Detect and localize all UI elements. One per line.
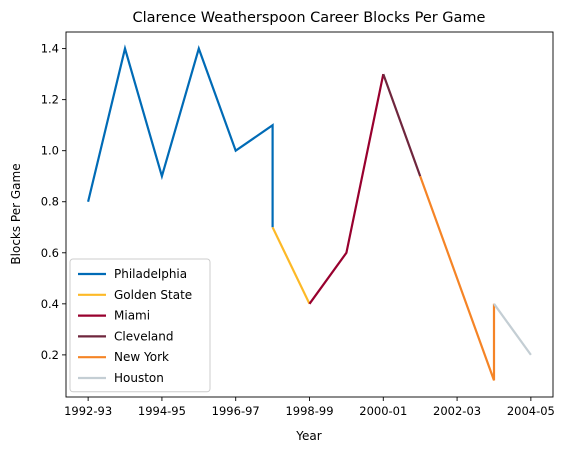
legend-entry-houston: Houston [114, 371, 164, 385]
legend-entry-cleveland: Cleveland [114, 329, 174, 343]
series-line-philadelphia [87, 44, 274, 228]
legend-box [69, 258, 211, 393]
plot-area: 1992-93 1994-95 1996-97 1998-99 2000-01 2002-… [41, 31, 555, 418]
y-tick-label: 1.4 [41, 42, 59, 56]
y-tick-label: 1.0 [41, 144, 59, 158]
x-tick-label: 2004-05 [507, 404, 555, 418]
series-line-houston [493, 303, 532, 356]
x-tick-label: 1998-99 [285, 404, 333, 418]
y-tick-label: 1.2 [41, 93, 59, 107]
chart-title: Clarence Weatherspoon Career Blocks Per … [133, 10, 486, 26]
legend-entry-philadelphia: Philadelphia [114, 267, 187, 281]
x-axis-label: Year [295, 429, 321, 443]
legend-entry-golden-state: Golden State [114, 288, 192, 302]
x-tick-label: 1992-93 [64, 404, 112, 418]
y-tick-label: 0.8 [41, 195, 59, 209]
x-tick-label: 1996-97 [212, 404, 260, 418]
legend-entry-new-york: New York [114, 350, 169, 364]
x-tick-label: 2000-01 [359, 404, 407, 418]
y-axis-label: Blocks Per Game [9, 163, 23, 264]
y-tick-label: 0.6 [41, 246, 59, 260]
legend-entry-miami: Miami [114, 309, 150, 323]
series-line-miami [308, 73, 385, 305]
series-line-new-york [419, 175, 496, 381]
series-line-golden-state [271, 226, 311, 305]
x-tick-label: 2002-03 [433, 404, 481, 418]
series-line-cleveland [382, 73, 422, 177]
y-tick-label: 0.2 [41, 348, 59, 362]
y-tick-label: 0.4 [41, 297, 59, 311]
x-tick-label: 1994-95 [138, 404, 186, 418]
